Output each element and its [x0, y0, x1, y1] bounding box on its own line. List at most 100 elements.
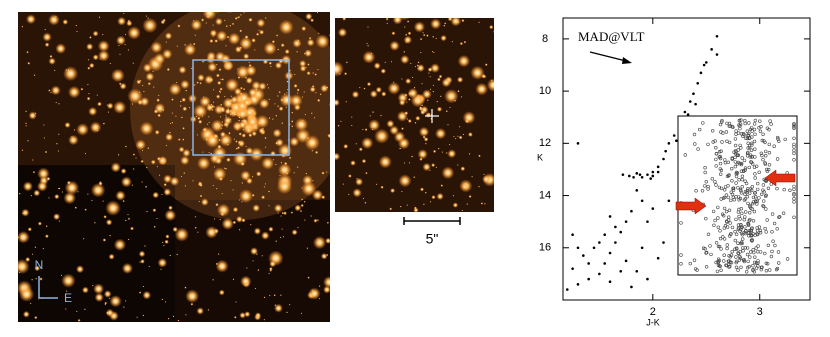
star — [208, 121, 210, 124]
inset-dot — [792, 197, 796, 201]
star — [416, 99, 419, 101]
star — [452, 202, 459, 208]
y-axis-label: K — [537, 152, 543, 162]
star — [392, 18, 403, 25]
star — [164, 209, 177, 222]
star — [328, 136, 330, 138]
star — [199, 82, 202, 85]
inset-dot — [718, 122, 723, 127]
star — [406, 101, 408, 103]
star — [167, 317, 170, 320]
star — [242, 128, 244, 131]
inset-dot — [745, 129, 749, 133]
star — [26, 51, 29, 54]
star — [274, 259, 277, 261]
inset-dot — [792, 215, 796, 220]
star — [91, 199, 93, 202]
inset-dot — [727, 254, 731, 258]
inset-dot — [745, 195, 749, 199]
star — [213, 218, 216, 220]
inset-dot — [743, 197, 748, 201]
point — [576, 246, 580, 250]
star — [127, 217, 131, 220]
inset-dot — [742, 259, 746, 264]
star — [348, 193, 350, 196]
star — [280, 43, 285, 48]
star — [241, 98, 243, 100]
inset-dot — [792, 142, 796, 147]
star — [291, 125, 294, 128]
star — [30, 194, 33, 197]
point — [598, 241, 601, 244]
star — [273, 294, 276, 297]
point — [640, 175, 644, 179]
star — [233, 151, 248, 166]
point — [608, 280, 612, 284]
star — [253, 227, 261, 235]
inset-dot — [736, 226, 741, 230]
inset-dot — [734, 232, 739, 237]
point — [688, 100, 692, 103]
inset-dot — [739, 265, 743, 269]
star — [461, 19, 465, 23]
star — [320, 84, 329, 93]
point — [587, 262, 590, 265]
inset-dot — [750, 207, 754, 211]
star — [219, 87, 223, 91]
inset-dot — [742, 218, 746, 222]
star — [57, 150, 60, 152]
star — [421, 82, 423, 85]
inset-dot — [776, 261, 781, 265]
star — [441, 166, 455, 180]
star — [303, 91, 306, 93]
star — [422, 135, 426, 139]
star — [226, 157, 231, 163]
inset-dot — [745, 252, 750, 257]
inset-dot — [714, 146, 718, 150]
point — [635, 269, 639, 273]
star — [87, 83, 89, 86]
star — [274, 304, 277, 307]
inset-dot — [788, 188, 792, 193]
star — [398, 18, 410, 21]
star — [179, 105, 182, 107]
point — [675, 139, 678, 143]
star — [214, 39, 218, 43]
inset-dot — [757, 225, 762, 229]
star — [102, 238, 107, 242]
star — [138, 250, 146, 258]
star — [86, 96, 91, 101]
star — [184, 286, 187, 289]
star — [97, 101, 102, 107]
star — [65, 69, 68, 71]
star — [362, 50, 376, 64]
star — [158, 94, 160, 97]
inset-dot — [772, 221, 777, 226]
inset-dot — [750, 202, 755, 206]
inset-dot — [743, 229, 748, 233]
star — [435, 166, 438, 169]
star — [413, 206, 417, 210]
inset-dot — [718, 172, 723, 176]
inset-dot — [683, 153, 687, 157]
star — [221, 192, 223, 195]
star — [490, 79, 493, 82]
star — [55, 43, 66, 54]
star — [184, 43, 187, 46]
star — [105, 308, 114, 317]
star — [221, 121, 224, 123]
star — [368, 119, 381, 132]
star — [279, 236, 282, 239]
star — [437, 77, 441, 82]
inset-dot — [714, 152, 719, 156]
star — [326, 221, 329, 224]
star — [317, 98, 321, 102]
inset-dot — [704, 216, 708, 221]
star — [281, 211, 284, 215]
star — [325, 237, 330, 244]
inset-dot — [752, 260, 757, 265]
star — [291, 111, 294, 114]
inset-dot — [739, 207, 743, 211]
inset-dot — [735, 259, 739, 264]
inset-dot — [735, 153, 740, 157]
